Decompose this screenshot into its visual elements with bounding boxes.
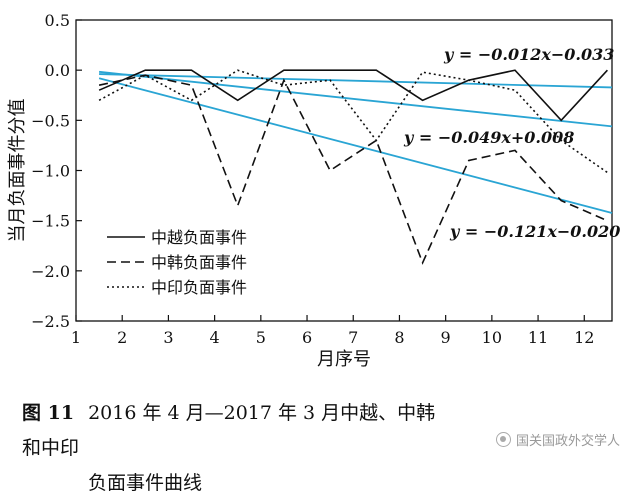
series-line-3	[98, 69, 608, 174]
trendline-1	[99, 73, 613, 89]
x-tick-label: 12	[574, 328, 594, 347]
x-tick-label: 2	[117, 328, 127, 347]
y-tick-label: −1.5	[31, 212, 70, 231]
y-axis-label: 当月负面事件分值	[7, 99, 28, 243]
y-tick-label: −2.0	[31, 262, 70, 281]
x-tick-label: 7	[348, 328, 358, 347]
x-tick-label: 8	[394, 328, 404, 347]
x-tick-label: 11	[528, 328, 548, 347]
trendline-equation-3: y = −0.121x−0.020	[449, 222, 620, 241]
trendline-equation-2: y = −0.049x+0.008	[403, 128, 574, 147]
figure-caption: 图 11 2016 年 4 月—2017 年 3 月中越、中韩和中印 负面事件曲线	[22, 396, 442, 501]
wechat-icon	[496, 432, 511, 447]
watermark: 国关国政外交学人	[496, 430, 620, 449]
x-tick-label: 5	[256, 328, 266, 347]
legend-label-3: 中印负面事件	[151, 278, 247, 297]
caption-title-line1: 2016 年 4 月—2017 年 3 月中越、中韩和中印	[22, 402, 436, 459]
x-tick-label: 9	[441, 328, 451, 347]
x-tick-label: 6	[302, 328, 312, 347]
figure-number: 图 11	[22, 402, 75, 424]
x-tick-label: 3	[163, 328, 173, 347]
y-tick-label: −0.5	[31, 111, 70, 130]
y-tick-label: −1.0	[31, 162, 70, 181]
x-axis-label: 月序号	[317, 349, 371, 370]
y-tick-label: 0.0	[45, 61, 70, 80]
y-tick-label: 0.5	[45, 11, 70, 30]
y-tick-label: −2.5	[31, 312, 70, 331]
watermark-text: 国关国政外交学人	[516, 434, 621, 449]
series-line-1	[98, 69, 608, 122]
trendline-2	[99, 70, 613, 128]
line-chart: 0.50.0−0.5−1.0−1.5−2.0−2.51 2 3 4 5 6 7 8 9 10 11 1…	[7, 11, 620, 370]
caption-title-line2: 负面事件曲线	[88, 472, 203, 494]
x-tick-label: 10	[482, 328, 502, 347]
caption-line-1: 图 11 2016 年 4 月—2017 年 3 月中越、中韩和中印	[22, 396, 442, 466]
x-tick-label: 4	[210, 328, 220, 347]
trendline-equation-1: y = −0.012x−0.033	[443, 45, 614, 64]
trendline-3	[98, 77, 613, 214]
plot-frame	[75, 19, 613, 322]
page: 0.5 0.0 −0.5 −1.0 −1.5 −2.0 −2.5 1 2 3 4 5 6 7 8 9 10 11 1…	[7, 11, 620, 494]
legend-label-1: 中越负面事件	[151, 228, 247, 247]
x-tick-label: 1	[71, 328, 81, 347]
series-line-2	[98, 74, 608, 265]
legend-label-2: 中韩负面事件	[151, 253, 247, 272]
